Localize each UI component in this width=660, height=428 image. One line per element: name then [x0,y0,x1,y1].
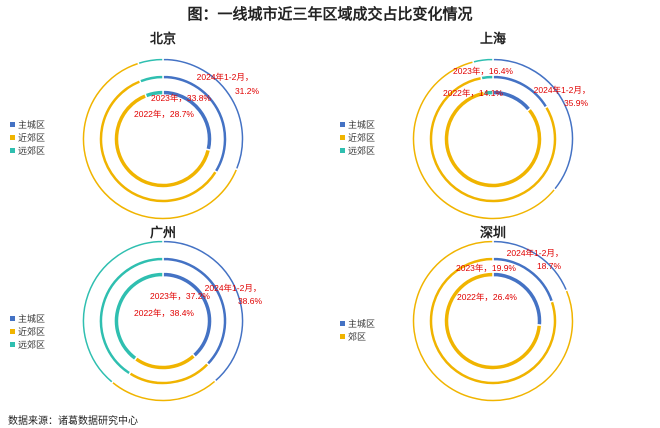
legend-label: 主城区 [18,119,45,130]
data-label: 2023年，33.8% [151,93,211,103]
data-label: 2023年，37.2% [150,291,210,301]
page-title: 图：一线城市近三年区域成交占比变化情况 [187,6,473,23]
legend-label: 远郊区 [348,145,375,156]
legend-swatch [340,148,345,153]
legend-swatch [10,148,15,153]
legend-swatch [10,329,15,334]
legend-swatch [10,135,15,140]
ring-slice [138,74,164,85]
data-label: 31.2% [235,86,260,96]
data-label: 2023年，19.9% [456,263,516,273]
legend-label: 近郊区 [18,326,45,337]
data-label: 2022年，14.1% [443,88,503,98]
ring-slice [113,271,164,362]
data-label: 2024年1-2月， [197,72,254,82]
ring-slice [162,74,228,174]
chart-title: 上海 [480,31,506,46]
data-label: 2024年1-2月， [507,248,564,258]
legend-label: 远郊区 [18,145,45,156]
legend-swatch [10,122,15,127]
legend-swatch [10,342,15,347]
data-label: 2022年，26.4% [457,292,517,302]
legend-label: 主城区 [18,313,45,324]
legend-label: 近郊区 [18,132,45,143]
data-source: 数据来源：诸葛数据研究中心 [8,416,138,427]
ring-slice [133,352,197,371]
legend-label: 郊区 [348,331,366,342]
legend-swatch [340,321,345,326]
ring-slice [98,256,164,377]
data-label: 2024年1-2月， [534,85,591,95]
data-label: 35.9% [564,98,589,108]
ring-slice [471,57,494,65]
legend-swatch [340,334,345,339]
legend-label: 主城区 [348,318,375,329]
data-label: 18.7% [537,261,562,271]
chart-title: 北京 [150,31,176,46]
ring-slice [443,271,543,371]
chart-title: 广州 [150,225,176,240]
data-label: 2022年，28.7% [134,109,194,119]
ring-slice [411,239,575,403]
ring-slice [143,89,164,100]
legend-label: 近郊区 [348,132,375,143]
ring-slice [428,256,558,386]
data-label: 2023年，16.4% [453,66,513,76]
ring-slice [482,89,494,97]
ring-slice [81,239,164,385]
ring-slice [81,61,239,221]
legend-swatch [10,316,15,321]
ring-slice [137,57,164,66]
data-label: 38.6% [238,296,263,306]
data-label: 2022年，38.4% [134,308,194,318]
legend-swatch [340,135,345,140]
legend-label: 远郊区 [18,339,45,350]
chart-title: 深圳 [480,225,506,240]
data-label: 2024年1-2月， [205,283,262,293]
legend-swatch [340,122,345,127]
ring-slice [480,74,494,81]
legend-label: 主城区 [348,119,375,130]
